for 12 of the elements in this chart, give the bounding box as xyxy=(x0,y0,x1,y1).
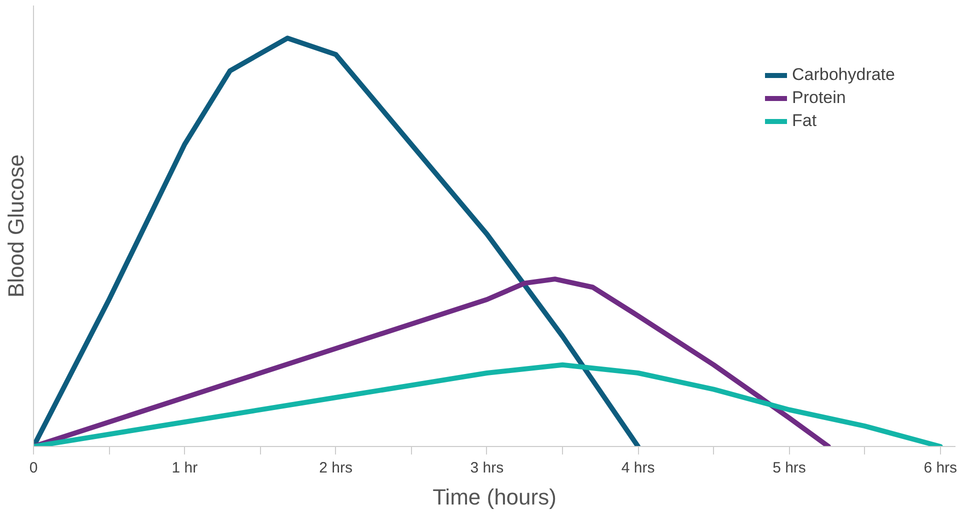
y-axis-title: Blood Glucose xyxy=(4,154,28,298)
legend-label: Fat xyxy=(792,111,817,131)
legend-label: Carbohydrate xyxy=(792,65,895,85)
x-tick-label: 3 hrs xyxy=(470,460,504,476)
x-tick-label: 2 hrs xyxy=(319,460,352,476)
x-tick-label: 1 hr xyxy=(172,460,198,476)
x-axis-title: Time (hours) xyxy=(432,484,556,510)
legend-label: Protein xyxy=(792,88,846,108)
x-tick-label: 6 hrs xyxy=(924,460,958,476)
x-tick-label: 5 hrs xyxy=(772,460,806,476)
x-tick-label: 0 xyxy=(29,460,38,476)
x-tick-label: 4 hrs xyxy=(621,460,655,476)
